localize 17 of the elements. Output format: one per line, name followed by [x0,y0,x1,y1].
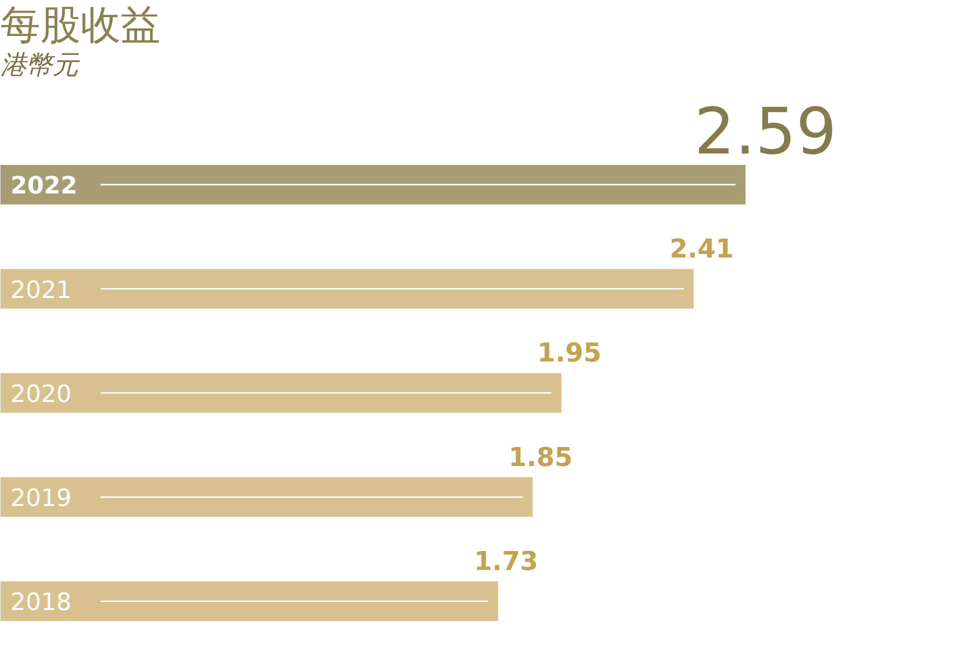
data-label: 2.41 [670,234,734,265]
data-label: 1.85 [508,442,573,473]
bar [0,269,694,309]
data-label: 1.95 [537,338,602,369]
data-label: 2.59 [694,95,837,170]
y-tick-label: 2019 [10,484,72,512]
chart-title: 每股收益 [0,2,160,48]
y-tick-label: 2020 [10,380,72,408]
bar [0,164,746,204]
bar [0,477,533,517]
bar [0,581,498,622]
y-tick-label: 2018 [10,588,72,616]
data-label: 1.73 [474,546,538,577]
chart-subtitle: 港幣元 [0,50,80,80]
bar [0,373,562,413]
y-tick-label: 2022 [10,172,78,200]
y-tick-label: 2021 [10,276,72,304]
